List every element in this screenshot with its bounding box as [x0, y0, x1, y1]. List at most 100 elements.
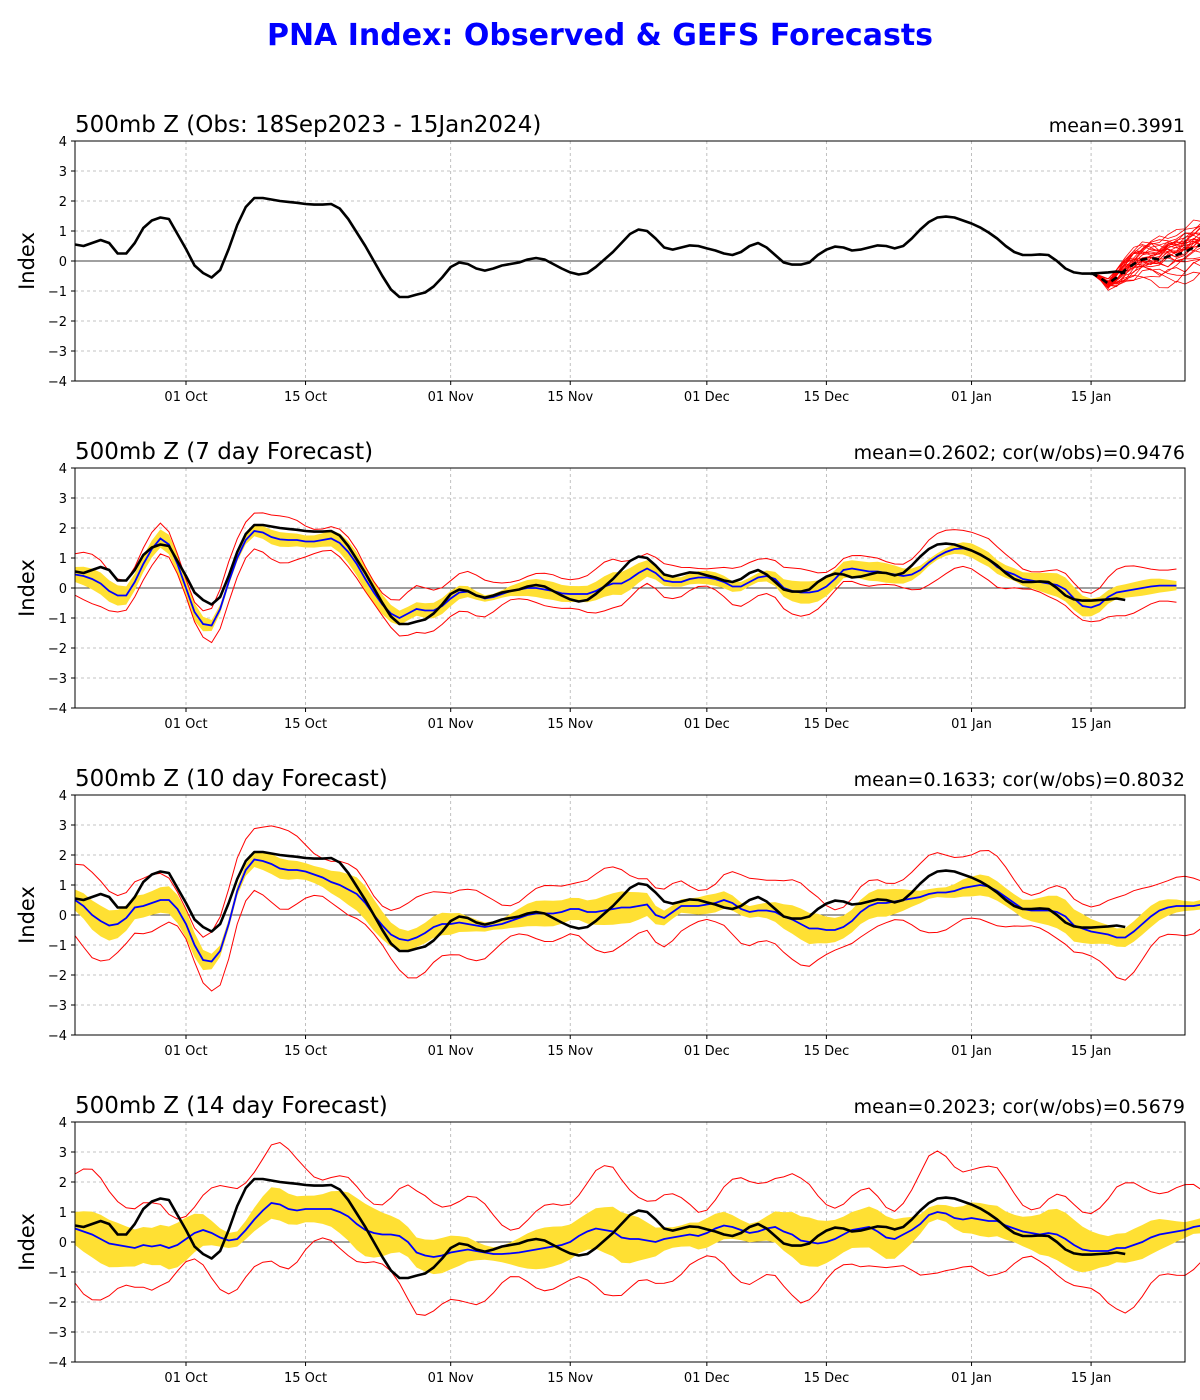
ensemble-spread-band [75, 525, 1177, 632]
x-tick-label: 01 Nov [428, 717, 474, 732]
chart-panel-3: −4 −3 −2 −1 0 1 2 3 4 01 Oct 15 Oct 01 Nov 15 Nov 01 … [15, 766, 1200, 1059]
y-tick-label: 1 [59, 552, 67, 567]
y-tick-label: 4 [59, 135, 67, 150]
x-tick-label: 01 Oct [164, 1044, 207, 1059]
y-tick-label: −3 [48, 1326, 67, 1341]
ensemble-member-line [1090, 244, 1200, 285]
ensemble-member-line [1090, 272, 1200, 289]
x-tick-label: 15 Nov [547, 1371, 593, 1386]
y-tick-label: −4 [48, 702, 67, 717]
y-tick-label: −2 [48, 642, 67, 657]
x-tick-label: 15 Nov [547, 1044, 593, 1059]
y-tick-label: 3 [59, 492, 67, 507]
observed-line [74, 196, 1126, 299]
ensemble-member-line [1090, 259, 1200, 285]
x-tick-label: 01 Nov [428, 1044, 474, 1059]
panel-title: 500mb Z (14 day Forecast) [75, 1093, 388, 1119]
panel-stat: mean=0.2602; cor(w/obs)=0.9476 [854, 442, 1185, 464]
x-tick-label: 01 Oct [164, 390, 207, 405]
ensemble-member-line [1090, 225, 1200, 286]
y-tick-label: 0 [59, 1236, 67, 1251]
chart-panel-2: −4 −3 −2 −1 0 1 2 3 4 01 Oct 15 Oct 01 Nov 15 Nov 01 … [15, 439, 1186, 732]
x-tick-label: 01 Dec [684, 1371, 730, 1386]
y-tick-label: 1 [59, 225, 67, 240]
y-tick-label: 4 [59, 789, 67, 804]
y-tick-label: −1 [48, 612, 67, 627]
y-tick-label: −1 [48, 939, 67, 954]
panel-title: 500mb Z (Obs: 18Sep2023 - 15Jan2024) [75, 112, 541, 138]
panel-stat: mean=0.2023; cor(w/obs)=0.5679 [854, 1096, 1185, 1118]
y-tick-label: 4 [59, 1116, 67, 1131]
y-tick-label: 0 [59, 582, 67, 597]
ensemble-member-line [1090, 233, 1200, 288]
y-axis-label: Index [15, 886, 39, 944]
page-title: PNA Index: Observed & GEFS Forecasts [266, 18, 934, 53]
y-tick-label: −2 [48, 315, 67, 330]
ensemble-min-line [74, 548, 1177, 644]
y-tick-label: −2 [48, 969, 67, 984]
y-tick-label: −3 [48, 345, 67, 360]
y-tick-label: 1 [59, 1206, 67, 1221]
x-tick-label: 01 Dec [684, 717, 730, 732]
y-tick-label: 2 [59, 1176, 67, 1191]
x-tick-label: 15 Jan [1071, 1371, 1112, 1386]
x-tick-label: 01 Nov [428, 1371, 474, 1386]
panel-title: 500mb Z (7 day Forecast) [75, 439, 373, 465]
y-tick-label: −2 [48, 1296, 67, 1311]
x-tick-label: 15 Dec [803, 390, 849, 405]
y-tick-label: −4 [48, 375, 67, 390]
panel-stat: mean=0.1633; cor(w/obs)=0.8032 [854, 769, 1185, 791]
y-axis-label: Index [15, 1213, 39, 1271]
y-tick-label: 2 [59, 849, 67, 864]
ensemble-min-line [74, 1237, 1200, 1316]
x-tick-label: 15 Oct [284, 1044, 327, 1059]
x-tick-label: 15 Oct [284, 390, 327, 405]
ensemble-spread-band [75, 1187, 1200, 1275]
y-tick-label: −1 [48, 285, 67, 300]
x-tick-label: 01 Jan [951, 1044, 992, 1059]
y-tick-label: −3 [48, 672, 67, 687]
y-axis-label: Index [15, 232, 39, 290]
x-tick-label: 01 Dec [684, 390, 730, 405]
x-tick-label: 15 Jan [1071, 390, 1112, 405]
ensemble-spread-band [75, 852, 1200, 971]
x-tick-label: 15 Dec [803, 1044, 849, 1059]
y-tick-label: 4 [59, 462, 67, 477]
observed-line [74, 850, 1126, 953]
panel-title: 500mb Z (10 day Forecast) [75, 766, 388, 792]
y-tick-label: 2 [59, 195, 67, 210]
y-tick-label: 2 [59, 522, 67, 537]
chart-panel-1: −4 −3 −2 −1 0 1 2 3 4 01 Oct 15 Oct 01 Nov 15 Nov 01 … [15, 112, 1200, 405]
y-tick-label: 0 [59, 909, 67, 924]
ensemble-member-line [1090, 240, 1200, 286]
ensemble-max-line [74, 825, 1200, 938]
y-tick-label: −3 [48, 999, 67, 1014]
y-tick-label: −4 [48, 1029, 67, 1044]
y-tick-label: 3 [59, 819, 67, 834]
x-tick-label: 15 Nov [547, 390, 593, 405]
y-tick-label: 3 [59, 1146, 67, 1161]
y-tick-label: 1 [59, 879, 67, 894]
x-tick-label: 01 Jan [951, 390, 992, 405]
x-tick-label: 15 Dec [803, 717, 849, 732]
x-tick-label: 01 Oct [164, 1371, 207, 1386]
ensemble-max-line [74, 512, 1177, 612]
panel-stat: mean=0.3991 [1049, 115, 1185, 137]
ensemble-min-line [74, 889, 1200, 992]
x-tick-label: 15 Oct [284, 1371, 327, 1386]
chart-panel-4: −4 −3 −2 −1 0 1 2 3 4 01 Oct 15 Oct 01 Nov 15 Nov 01 … [15, 1093, 1200, 1386]
x-tick-label: 15 Dec [803, 1371, 849, 1386]
x-tick-label: 01 Jan [951, 717, 992, 732]
ensemble-mean-dashed-line [1090, 243, 1200, 286]
x-tick-label: 01 Nov [428, 390, 474, 405]
observed-line [74, 1177, 1126, 1280]
x-tick-label: 01 Oct [164, 717, 207, 732]
y-tick-label: −1 [48, 1266, 67, 1281]
ensemble-member-line [1090, 232, 1200, 282]
y-tick-label: −4 [48, 1356, 67, 1371]
ensemble-max-line [74, 1141, 1200, 1231]
ensemble-member-line [1090, 244, 1200, 284]
ensemble-mean-line [74, 1202, 1200, 1258]
x-tick-label: 01 Dec [684, 1044, 730, 1059]
